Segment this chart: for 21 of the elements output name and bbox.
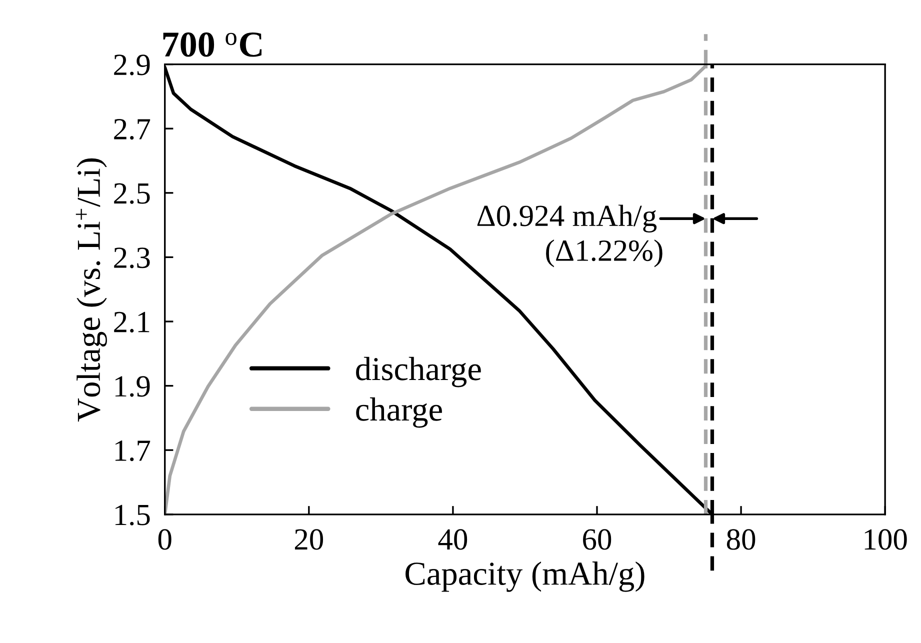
- legend-label: discharge: [356, 356, 481, 388]
- legend-label: charge: [356, 397, 442, 428]
- x-tick-label: 80: [726, 529, 756, 550]
- chart-title: 700 $^{o}$C: [163, 32, 262, 57]
- y-tick-label: 1.5: [115, 504, 150, 526]
- y-tick-label: 2.1: [114, 312, 150, 333]
- x-tick-label: 40: [438, 529, 468, 550]
- y-tick-label: 2.5: [114, 183, 150, 204]
- y-axis-title: Voltage (vs. Li$^{+}$/Li): [76, 158, 107, 422]
- x-tick-label: 60: [583, 529, 612, 550]
- x-axis-title: Capacity (mAh/g): [406, 562, 644, 592]
- y-tick-label: 2.7: [114, 118, 150, 140]
- y-tick-label: 1.9: [115, 376, 150, 397]
- y-tick-label: 2.9: [114, 54, 150, 76]
- x-tick-label: 100: [864, 529, 907, 550]
- y-tick-label: 1.7: [115, 440, 150, 462]
- y-tick-label: 2.3: [114, 248, 150, 268]
- x-tick-label: 20: [294, 529, 324, 550]
- x-tick-label: 0: [158, 529, 172, 550]
- annotation: Δ0.924 mAh/g: [477, 204, 657, 233]
- annotation: (Δ1.22%): [546, 239, 662, 268]
